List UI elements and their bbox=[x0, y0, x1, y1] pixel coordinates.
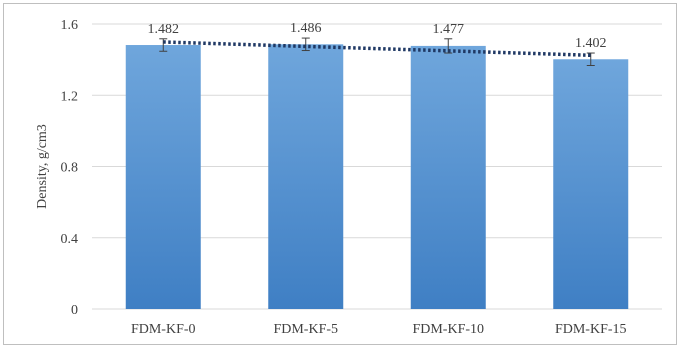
y-axis-label: Density, g/cm3 bbox=[35, 124, 50, 209]
y-axis-ticks: 0 0.4 0.8 1.2 1.6 bbox=[61, 18, 79, 318]
bar bbox=[268, 44, 344, 310]
bar bbox=[125, 45, 201, 310]
data-labels: 1.482 1.486 1.477 1.402 bbox=[148, 21, 607, 51]
bar bbox=[553, 59, 629, 309]
data-label: 1.482 bbox=[148, 22, 180, 37]
y-tick-label: 1.6 bbox=[61, 18, 79, 33]
bar bbox=[410, 45, 486, 310]
error-bars bbox=[159, 37, 595, 67]
data-label: 1.402 bbox=[575, 36, 607, 51]
y-tick-label: 1.2 bbox=[61, 89, 79, 104]
y-tick-label: 0.4 bbox=[61, 232, 79, 247]
trendline-path bbox=[163, 40, 591, 58]
x-tick-label: FDM-KF-5 bbox=[273, 322, 338, 337]
x-tick-label: FDM-KF-15 bbox=[555, 322, 627, 337]
x-axis-ticks: FDM-KF-0 FDM-KF-5 FDM-KF-10 FDM-KF-15 bbox=[131, 322, 627, 337]
bars bbox=[125, 44, 629, 310]
y-tick-label: 0 bbox=[71, 303, 78, 318]
trendline bbox=[163, 40, 591, 58]
data-label: 1.486 bbox=[290, 21, 322, 36]
data-label: 1.477 bbox=[433, 22, 465, 37]
x-tick-label: FDM-KF-0 bbox=[131, 322, 196, 337]
x-tick-label: FDM-KF-10 bbox=[412, 322, 484, 337]
y-tick-label: 0.8 bbox=[61, 161, 79, 176]
